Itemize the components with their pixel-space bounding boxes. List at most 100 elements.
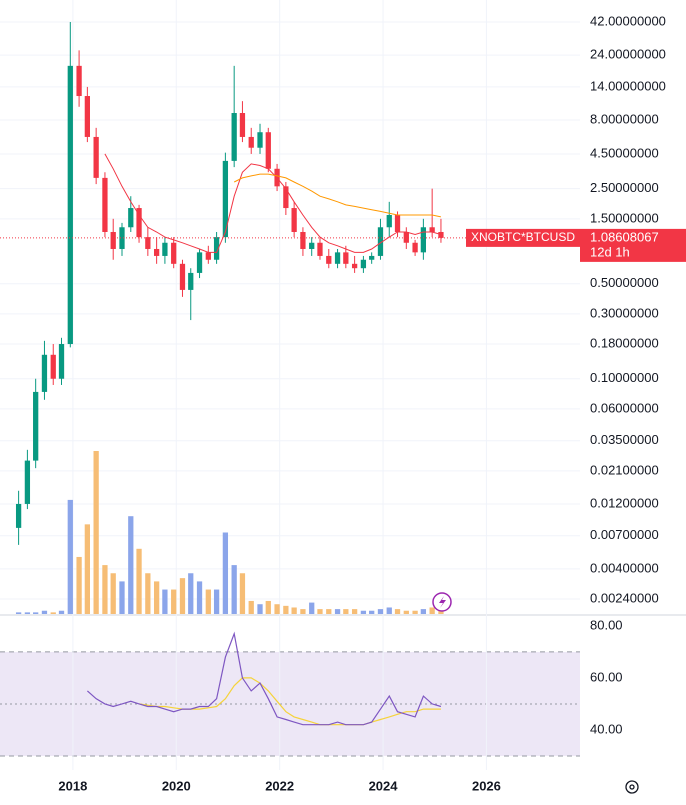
candle-body: [403, 231, 409, 243]
candle-body: [248, 136, 254, 148]
rsi-tick-label: 80.00: [590, 617, 623, 632]
symbol-label: XNOBTC*BTCUSD: [471, 230, 575, 244]
y-tick-label: 0.03500000: [590, 432, 659, 447]
gear-inner: [629, 784, 635, 790]
candle-body: [257, 132, 263, 148]
candle-body: [196, 252, 203, 273]
candle-body: [386, 215, 392, 228]
x-tick-label: 2020: [162, 778, 191, 793]
volume-bar: [213, 589, 220, 614]
moving-average: [104, 153, 442, 253]
candle-body: [205, 252, 211, 260]
volume-bar: [248, 600, 254, 614]
volume-bar: [50, 612, 56, 614]
rsi-tick-label: 60.00: [590, 669, 623, 684]
volume-bar: [274, 604, 280, 614]
y-tick-label: 0.00240000: [590, 590, 659, 605]
volume-bar: [239, 573, 246, 614]
volume-bar: [67, 499, 73, 614]
candle-body: [222, 160, 229, 238]
volume-bar: [58, 610, 65, 614]
candle-body: [360, 259, 367, 269]
candle-body: [317, 242, 323, 256]
volume-bar: [326, 609, 332, 614]
y-tick-label: 4.50000000: [590, 145, 659, 160]
y-tick-label: 0.02100000: [590, 462, 659, 477]
moving-average: [233, 173, 442, 218]
candle-body: [394, 215, 401, 232]
y-tick-label: 2.50000000: [590, 180, 659, 195]
volume-bar: [386, 607, 392, 614]
candle-body: [213, 237, 220, 260]
candle-body: [145, 237, 151, 249]
candle-body: [239, 113, 246, 137]
volume-bar: [351, 609, 358, 614]
volume-bar: [369, 610, 375, 614]
volume-bar: [291, 607, 297, 614]
candle-body: [136, 208, 142, 238]
candle-body: [351, 263, 358, 269]
y-tick-label: 0.30000000: [590, 305, 659, 320]
volume-bar: [15, 612, 22, 614]
volume-bar: [205, 589, 211, 614]
volume-bar: [84, 524, 90, 614]
settings-icon[interactable]: [625, 780, 639, 794]
candle-body: [110, 231, 116, 249]
candle-body: [179, 263, 186, 290]
candle-body: [188, 272, 194, 290]
price-tag: [580, 228, 686, 262]
candle-body: [119, 227, 125, 249]
x-tick-label: 2026: [472, 778, 501, 793]
candle-body: [41, 354, 48, 392]
volume-bar: [283, 605, 289, 614]
volume-bar: [265, 600, 271, 614]
candle-body: [84, 96, 90, 137]
volume-bar: [24, 612, 31, 614]
volume-bar: [188, 573, 194, 614]
y-tick-label: 8.00000000: [590, 111, 659, 126]
volume-bar: [145, 573, 151, 614]
candle-body: [171, 242, 177, 264]
volume-bar: [360, 610, 367, 614]
volume-bar: [171, 589, 177, 614]
candle-body: [102, 177, 108, 232]
volume-bar: [102, 565, 108, 614]
candle-body: [420, 227, 427, 253]
x-tick-label: 2022: [265, 778, 294, 793]
volume-bar: [231, 565, 237, 614]
candle-body: [429, 227, 435, 232]
candle-body: [58, 344, 65, 379]
candle-body: [231, 113, 237, 161]
y-tick-label: 0.00400000: [590, 560, 659, 575]
candle-body: [128, 208, 134, 228]
candle-body: [291, 208, 297, 232]
volume-bar: [162, 589, 168, 614]
candle-body: [412, 242, 418, 253]
candle-body: [76, 65, 82, 97]
volume-bar: [196, 581, 203, 614]
volume-bar: [110, 573, 116, 614]
volume-bar: [136, 548, 142, 614]
candle-body: [438, 231, 444, 238]
rsi-line: [86, 631, 442, 726]
candle-body: [153, 248, 160, 256]
volume-bar: [222, 532, 229, 614]
candle-body: [369, 255, 375, 260]
countdown-label: 12d 1h: [590, 244, 630, 259]
price-label: 1.08608067: [590, 229, 659, 244]
volume-bar: [438, 610, 444, 614]
volume-bar: [128, 516, 134, 614]
candle-body: [24, 460, 31, 504]
y-tick-label: 0.50000000: [590, 275, 659, 290]
candle-body: [377, 227, 384, 256]
candle-body: [326, 255, 332, 264]
candle-body: [33, 391, 39, 461]
y-tick-label: 14.00000000: [590, 78, 666, 93]
volume-bar: [412, 610, 418, 614]
candle-body: [334, 252, 341, 264]
candle-body: [162, 242, 168, 256]
volume-bar: [179, 578, 186, 614]
lightning-icon[interactable]: [432, 592, 452, 612]
volume-bar: [33, 612, 39, 614]
